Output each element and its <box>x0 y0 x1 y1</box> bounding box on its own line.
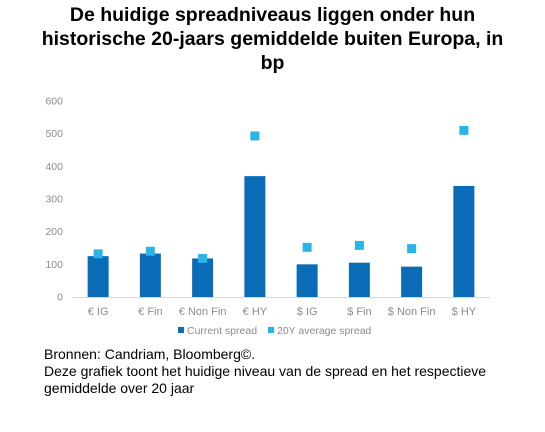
marker-20y-average <box>407 244 417 254</box>
legend: Current spread 20Y average spread <box>178 325 372 337</box>
source-line: Bronnen: Candriam, Bloomberg©. <box>44 346 256 362</box>
y-tick-label: 500 <box>45 128 63 140</box>
y-tick-label: 0 <box>57 292 63 304</box>
bar-current-spread <box>244 176 266 297</box>
source-note: Bronnen: Candriam, Bloomberg©. Deze graf… <box>44 346 524 397</box>
marker-20y-average <box>250 131 260 141</box>
bar-current-spread <box>401 266 423 297</box>
title-line-2: historische 20-jaars gemiddelde buiten E… <box>41 28 504 50</box>
x-category-label: € IG <box>88 306 109 318</box>
marker-series <box>93 125 469 263</box>
bar-series <box>87 176 475 297</box>
x-category-label: $ HY <box>452 306 477 318</box>
chart-title: De huidige spreadniveaus liggen onder hu… <box>0 3 545 75</box>
y-tick-label: 600 <box>45 96 63 108</box>
description-line: Deze grafiek toont het huidige niveau va… <box>44 363 487 396</box>
x-category-label: $ Non Fin <box>388 306 436 318</box>
x-category-label: $ Fin <box>347 306 371 318</box>
bar-current-spread <box>348 262 370 297</box>
bar-current-spread <box>87 256 109 297</box>
title-line-3: bp <box>260 52 285 74</box>
bar-current-spread <box>139 253 161 297</box>
marker-20y-average <box>198 253 208 263</box>
bar-current-spread <box>296 264 318 297</box>
bar-current-spread <box>192 258 214 297</box>
x-category-label: € HY <box>243 306 268 318</box>
title-line-1: De huidige spreadniveaus liggen onder hu… <box>69 4 476 26</box>
marker-20y-average <box>459 125 469 135</box>
x-category-label: € Non Fin <box>179 306 227 318</box>
y-tick-label: 100 <box>45 259 63 271</box>
legend-label: Current spread <box>187 325 257 337</box>
marker-20y-average <box>302 242 312 252</box>
marker-20y-average <box>93 249 103 259</box>
bar-current-spread <box>453 185 475 297</box>
legend-swatch <box>268 327 274 333</box>
x-category-label: $ IG <box>297 306 318 318</box>
y-axis: 0 100 200 300 400 500 600 <box>45 96 63 304</box>
legend-label: 20Y average spread <box>277 325 372 337</box>
legend-swatch <box>178 327 184 333</box>
y-tick-label: 200 <box>45 226 63 238</box>
x-axis: € IG € Fin € Non Fin € HY $ IG $ Fin $ Non Fin… <box>88 306 477 318</box>
marker-20y-average <box>354 240 364 250</box>
y-tick-label: 300 <box>45 194 63 206</box>
marker-20y-average <box>145 246 155 256</box>
y-tick-label: 400 <box>45 161 63 173</box>
x-category-label: € Fin <box>138 306 162 318</box>
